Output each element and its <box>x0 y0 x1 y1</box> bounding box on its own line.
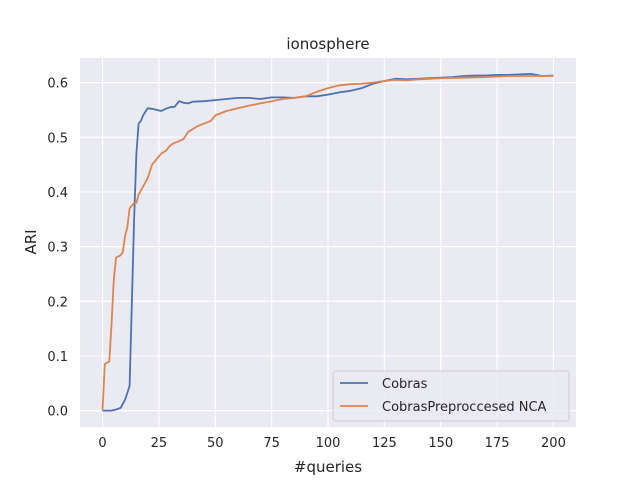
chart-title: ionosphere <box>286 35 369 53</box>
x-tick-label: 100 <box>316 436 341 451</box>
x-tick-label: 125 <box>372 436 397 451</box>
y-axis-label: ARI <box>22 229 40 254</box>
x-tick-label: 50 <box>207 436 224 451</box>
x-tick-label: 75 <box>263 436 280 451</box>
x-tick-label: 150 <box>428 436 453 451</box>
legend: Cobras CobrasPreproccesed NCA <box>332 370 570 422</box>
y-tick-label: 0.0 <box>47 405 68 420</box>
x-tick-label: 0 <box>98 436 106 451</box>
x-tick-label: 200 <box>541 436 566 451</box>
series-layer <box>101 73 554 412</box>
y-tick-label: 0.2 <box>47 295 68 310</box>
y-tick-label: 0.3 <box>47 241 68 256</box>
x-tick-label: 25 <box>151 436 168 451</box>
legend-box <box>332 370 570 422</box>
y-tick-label: 0.1 <box>47 350 68 365</box>
x-axis-label: #queries <box>294 458 362 476</box>
legend-label-cobras: Cobras <box>382 377 428 392</box>
y-tick-label: 0.6 <box>47 77 68 92</box>
legend-label-cobras-preproccesed-nca: CobrasPreproccesed NCA <box>382 400 547 415</box>
y-tick-label: 0.5 <box>47 131 68 146</box>
x-tick-label: 175 <box>485 436 510 451</box>
series-line-cobraspreproccesed-nca <box>101 75 554 411</box>
y-tick-label: 0.4 <box>47 186 68 201</box>
tick-labels: 0 25 50 75 100 125 150 175 200 0.0 0.1 0.2 0.3 0.4 0.5… <box>47 77 566 451</box>
